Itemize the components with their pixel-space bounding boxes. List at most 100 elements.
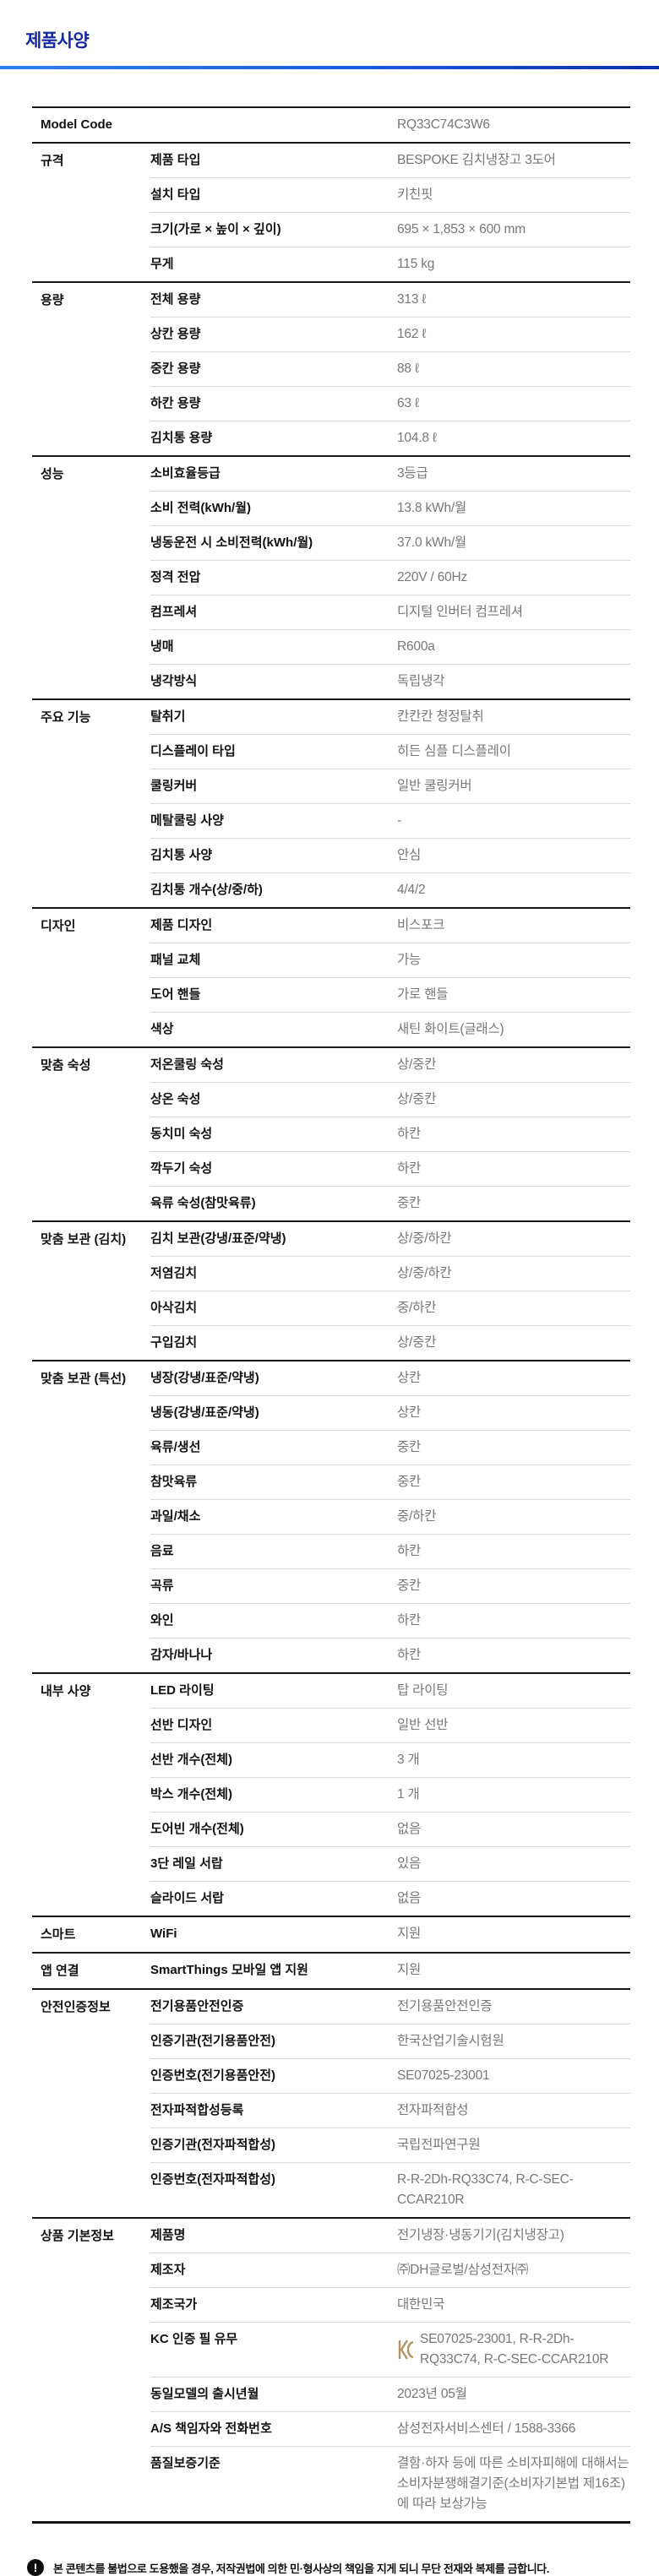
spec-value: 없음 xyxy=(397,1812,630,1846)
spec-value: 지원 xyxy=(397,1954,630,1987)
spec-value: 하칸 xyxy=(397,1152,630,1186)
spec-value: 220V / 60Hz xyxy=(397,561,630,595)
spec-value: 한국산업기술시험원 xyxy=(397,2024,630,2058)
spec-row: 저온쿨링 숙성 상/중칸 xyxy=(150,1048,630,1082)
spec-label: 컴프레셔 xyxy=(150,605,198,619)
spec-label: 냉동운전 시 소비전력(kWh/월) xyxy=(150,535,313,550)
spec-value-text: 지원 xyxy=(397,1963,422,1977)
spec-section: 맞춤 보관 (특선) 냉장(강냉/표준/약냉) 상칸 냉동(강냉/표준/약냉) xyxy=(32,1360,630,1672)
spec-value: 3등급 xyxy=(397,457,630,491)
spec-row: 전기용품안전인증 전기용품안전인증 xyxy=(150,1990,630,2024)
spec-row: 감자/바나나 하칸 xyxy=(150,1638,630,1672)
spec-label: 음료 xyxy=(150,1544,174,1558)
spec-value: 중칸 xyxy=(397,1569,630,1603)
footer-text: 본 콘텐츠를 불법으로 도용했을 경우, 저작권법에 의한 민·형사상의 책임을… xyxy=(53,2562,550,2575)
spec-value-text: 상/중/하칸 xyxy=(397,1231,452,1246)
spec-value-text: 상/중/하칸 xyxy=(397,1266,452,1280)
spec-table: Model Code RQ33C74C3W6 규격 제품 타입 BESPOKE … xyxy=(32,106,630,2524)
spec-value-text: ㈜DH글로벌/삼성전자㈜ xyxy=(397,2263,529,2277)
spec-value-text: 삼성전자서비스센터 / 1588-3366 xyxy=(397,2421,576,2436)
spec-row: 무게 115 kg xyxy=(150,247,630,281)
section-label: 스마트 xyxy=(41,1927,76,1942)
spec-value: 안심 xyxy=(397,839,630,872)
spec-value-text: 키친핏 xyxy=(397,187,433,202)
spec-label: 색상 xyxy=(150,1022,174,1036)
spec-row: 와인 하칸 xyxy=(150,1603,630,1638)
spec-value: 탑 라이팅 xyxy=(397,1674,630,1708)
spec-section: 디자인 제품 디자인 비스포크 패널 교체 xyxy=(32,907,630,1046)
spec-value-text: 88 ℓ xyxy=(397,361,419,376)
spec-value: 가로 핸들 xyxy=(397,978,630,1012)
spec-value: 일반 선반 xyxy=(397,1709,630,1742)
spec-row: 냉동운전 시 소비전력(kWh/월) 37.0 kWh/월 xyxy=(150,525,630,560)
spec-value-text: 가로 핸들 xyxy=(397,987,449,1002)
section-rows: 탈취기 칸칸칸 청정탈취 디스플레이 타입 히든 심플 디스플레 xyxy=(150,700,630,907)
spec-value: 상/중/하칸 xyxy=(397,1257,630,1291)
spec-value: 일반 쿨링커버 xyxy=(397,769,630,803)
spec-label: 냉장(강냉/표준/약냉) xyxy=(150,1371,259,1385)
spec-label: 냉각방식 xyxy=(150,674,198,688)
spec-value: 중/하칸 xyxy=(397,1500,630,1534)
spec-value: 지원 xyxy=(397,1917,630,1951)
spec-label: 디스플레이 타입 xyxy=(150,744,236,758)
spec-label: 냉동(강냉/표준/약냉) xyxy=(150,1405,259,1420)
spec-value: 63 ℓ xyxy=(397,387,630,421)
spec-value-text: 하칸 xyxy=(397,1613,422,1628)
spec-row: Model Code RQ33C74C3W6 xyxy=(32,108,630,142)
spec-section: 규격 제품 타입 BESPOKE 김치냉장고 3도어 설치 타입 xyxy=(32,142,630,281)
spec-row: 제품명 전기냉장·냉동기기(김치냉장고) xyxy=(150,2219,630,2253)
spec-row: LED 라이팅 탑 라이팅 xyxy=(150,1674,630,1708)
spec-label: 아삭김치 xyxy=(150,1301,198,1315)
spec-label: 제품 타입 xyxy=(150,153,201,167)
spec-row: SmartThings 모바일 앱 지원 지원 xyxy=(150,1954,630,1987)
spec-row: 하칸 용량 63 ℓ xyxy=(150,386,630,421)
spec-value-text: 비스포크 xyxy=(397,918,445,932)
spec-section: 성능 소비효율등급 3등급 소비 전력(kWh/월) xyxy=(32,455,630,698)
spec-value-text: 220V / 60Hz xyxy=(397,570,468,584)
section-label: 디자인 xyxy=(41,919,76,933)
spec-section: 용량 전체 용량 313 ℓ 상칸 용량 xyxy=(32,281,630,455)
spec-value-text: 63 ℓ xyxy=(397,396,419,410)
spec-value-text: 한국산업기술시험원 xyxy=(397,2034,504,2048)
spec-row: 인증번호(전자파적합성) R-R-2Dh-RQ33C74, R-C-SEC-CC… xyxy=(150,2162,630,2217)
spec-label: 육류 숙성(참맛육류) xyxy=(150,1196,256,1210)
spec-value: 162 ℓ xyxy=(397,318,630,351)
spec-label: 구입김치 xyxy=(150,1335,198,1350)
spec-value: 없음 xyxy=(397,1882,630,1916)
spec-label: 동치미 숙성 xyxy=(150,1127,213,1141)
spec-value-text: 중칸 xyxy=(397,1475,422,1489)
spec-value-text: 없음 xyxy=(397,1891,422,1905)
spec-value: SE07025-23001, R-R-2Dh-RQ33C74, R-C-SEC-… xyxy=(397,2323,630,2377)
spec-label: 슬라이드 서랍 xyxy=(150,1891,224,1905)
spec-value: 중칸 xyxy=(397,1187,630,1220)
spec-label: 도어 핸들 xyxy=(150,987,201,1002)
spec-value: 3 개 xyxy=(397,1743,630,1777)
section-label: 상품 기본정보 xyxy=(41,2229,114,2243)
spec-label: 와인 xyxy=(150,1613,174,1628)
spec-row: 전자파적합성등록 전자파적합성 xyxy=(150,2093,630,2128)
spec-row: 설치 타입 키친핏 xyxy=(150,177,630,212)
spec-label: 제품명 xyxy=(150,2228,186,2242)
spec-value: 88 ℓ xyxy=(397,352,630,386)
spec-value-text: 새틴 화이트(글래스) xyxy=(397,1022,504,1036)
section-rows: 제품명 전기냉장·냉동기기(김치냉장고) 제조자 ㈜DH글로벌/ xyxy=(150,2219,630,2521)
spec-label: 무게 xyxy=(150,257,174,271)
spec-value-text: 중칸 xyxy=(397,1196,422,1210)
spec-row: 동일모델의 출시년월 2023년 05월 xyxy=(150,2377,630,2411)
spec-row: 구입김치 상/중칸 xyxy=(150,1325,630,1360)
spec-label: 박스 개수(전체) xyxy=(150,1787,232,1802)
model-code-row: Model Code RQ33C74C3W6 xyxy=(32,106,630,142)
spec-value: R-R-2Dh-RQ33C74, R-C-SEC-CCAR210R xyxy=(397,2163,630,2217)
spec-sections: 규격 제품 타입 BESPOKE 김치냉장고 3도어 설치 타입 xyxy=(32,142,630,2521)
spec-label: 전기용품안전인증 xyxy=(150,1999,244,2014)
spec-value: 상/중칸 xyxy=(397,1048,630,1082)
spec-value-text: BESPOKE 김치냉장고 3도어 xyxy=(397,153,556,167)
spec-value-text: - xyxy=(397,813,401,828)
section-rows: 전체 용량 313 ℓ 상칸 용량 162 ℓ xyxy=(150,283,630,455)
spec-row: 도어 핸들 가로 핸들 xyxy=(150,977,630,1012)
spec-label: 상온 숙성 xyxy=(150,1092,201,1106)
spec-value-text: 가능 xyxy=(397,953,422,967)
spec-value: 중칸 xyxy=(397,1465,630,1499)
spec-value-text: 상/중칸 xyxy=(397,1335,437,1350)
spec-row: 김치통 사양 안심 xyxy=(150,838,630,872)
